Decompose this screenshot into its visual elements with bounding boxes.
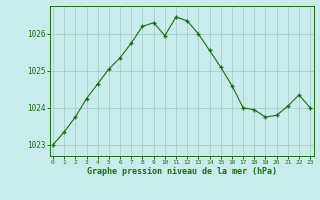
X-axis label: Graphe pression niveau de la mer (hPa): Graphe pression niveau de la mer (hPa) xyxy=(87,167,276,176)
